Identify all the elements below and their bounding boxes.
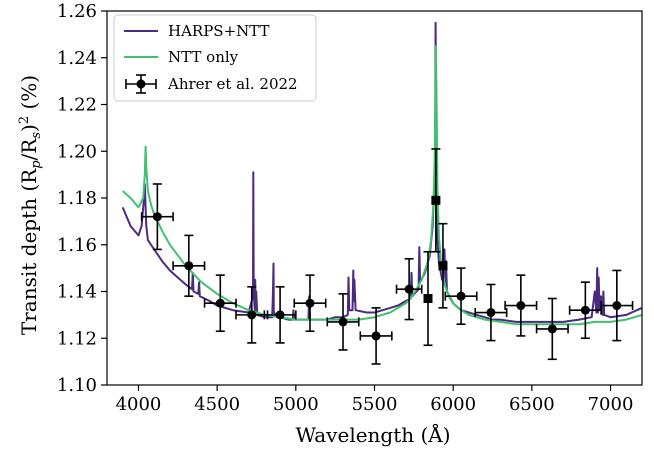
legend-label-ahrer: Ahrer et al. 2022 [167,75,298,93]
y-tick-label: 1.18 [57,188,97,209]
y-tick-label: 1.12 [57,328,97,349]
x-tick-label: 4500 [194,394,240,415]
legend: HARPS+NTT NTT only Ahrer et al. 2022 [113,14,317,102]
data-point-0 [140,183,174,251]
data-point-14 [504,274,538,337]
data-point-8 [395,257,423,321]
data-marker [184,261,194,271]
legend-label-ntt-only: NTT only [168,48,239,66]
data-marker [547,324,557,334]
data-marker [247,310,257,320]
series-line-0 [121,21,643,323]
data-point-2 [203,274,237,333]
data-marker [580,305,590,315]
data-marker [404,284,414,294]
legend-label-harps-ntt: HARPS+NTT [168,22,270,40]
data-point-6 [326,293,360,351]
y-tick-label: 1.24 [57,48,97,69]
data-point-3 [235,286,269,344]
y-tick-label: 1.26 [57,1,97,22]
data-marker [431,195,441,205]
data-point-15 [535,297,569,361]
y-tick-label: 1.22 [57,95,97,116]
y-tick-label: 1.16 [57,235,97,256]
y-tick-label: 1.10 [57,375,97,396]
data-marker [423,294,433,304]
y-axis-label: Transit depth (Rp/Rs)2 (%) [17,75,44,335]
axes: 4000 4500 5000 5500 6000 6500 7000 1.10 1.12 1.14… [57,1,643,415]
x-tick-label: 4000 [116,394,162,415]
x-tick-label: 7000 [588,394,634,415]
data-marker [612,301,622,311]
y-tick-label: 1.20 [57,141,97,162]
data-marker [338,317,348,327]
data-point-12 [444,267,478,326]
series-group [121,21,643,365]
x-tick-label: 5500 [352,394,398,415]
data-point-5 [293,274,327,333]
y-tick-label: 1.14 [57,282,97,303]
x-tick-label: 6500 [509,394,555,415]
data-marker [486,308,496,318]
data-marker [215,298,225,308]
data-point-16 [568,281,602,340]
data-point-17 [600,269,634,342]
data-point-7 [359,307,393,365]
data-marker [456,291,466,301]
data-point-11 [438,222,448,309]
x-axis-label: Wavelength (Å) [295,422,450,447]
data-marker [152,212,162,222]
data-marker [371,331,381,341]
legend-frame [113,14,317,102]
x-tick-label: 5000 [273,394,319,415]
data-marker [516,301,526,311]
legend-swatch-ahrer [125,74,157,94]
data-marker [275,310,285,320]
data-point-10 [431,148,441,253]
x-tick-label: 6000 [430,394,476,415]
data-point-4 [263,286,297,344]
data-marker [305,298,315,308]
data-point-13 [474,283,508,342]
data-point-9 [423,250,433,347]
data-marker [438,261,448,271]
data-point-1 [172,234,206,297]
